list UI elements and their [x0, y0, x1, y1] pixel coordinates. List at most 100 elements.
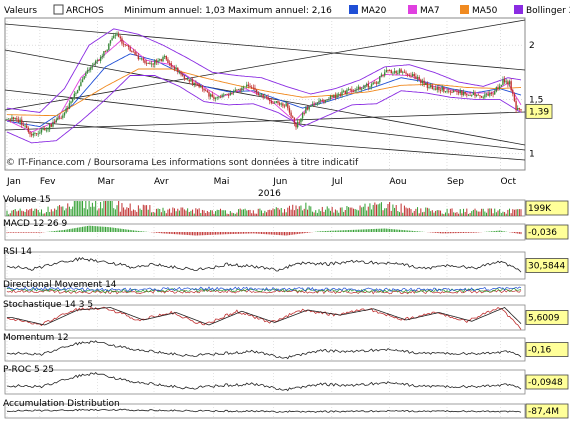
volume-bar [87, 209, 88, 216]
candle-body [438, 87, 439, 90]
panel-value-label-rsi: 30,5844 [528, 262, 565, 272]
macd-bar [337, 231, 338, 232]
candle-body [371, 84, 372, 86]
volume-bar [478, 212, 479, 216]
volume-bar [269, 210, 270, 216]
volume-bar [233, 213, 234, 216]
candle-body [307, 107, 308, 109]
macd-bar [130, 230, 131, 232]
volume-bar [77, 201, 78, 216]
volume-bar [123, 207, 124, 216]
macd-bar [51, 231, 52, 232]
volume-bar [386, 208, 387, 216]
candle-body [387, 70, 388, 71]
volume-bar [72, 207, 73, 216]
candle-body [432, 86, 433, 89]
volume-bar [263, 213, 264, 216]
macd-bar [353, 230, 354, 232]
x-tick-label: Fev [40, 177, 56, 187]
macd-bar [251, 232, 252, 233]
volume-bar [190, 211, 191, 216]
volume-bar [494, 209, 495, 216]
candle-body [248, 85, 249, 86]
volume-bar [23, 211, 24, 216]
macd-bar [82, 227, 83, 232]
volume-bar [392, 205, 393, 216]
candle-body [23, 125, 24, 126]
candle-body [75, 93, 76, 94]
candle-body [348, 89, 349, 90]
legend-swatch-ma50 [460, 5, 469, 14]
volume-bar [130, 203, 131, 216]
macd-bar [20, 232, 21, 233]
candle-body [166, 56, 167, 59]
macd-bar [108, 227, 109, 232]
candle-body [364, 85, 365, 87]
last-price-label: 1,39 [529, 107, 549, 117]
volume-bar [38, 210, 39, 216]
candle-body [87, 70, 88, 73]
volume-bar [314, 212, 315, 216]
candle-body [310, 106, 311, 107]
macd-bar [335, 231, 336, 232]
volume-bar [100, 202, 101, 216]
volume-bar [212, 210, 213, 216]
candle-body [11, 117, 12, 119]
volume-bar [342, 207, 343, 216]
candle-body [267, 97, 268, 100]
volume-bar [74, 201, 75, 216]
macd-bar [519, 232, 520, 234]
volume-bar [204, 210, 205, 216]
macd-bar [141, 231, 142, 232]
volume-bar [291, 210, 292, 216]
candle-body [363, 88, 364, 89]
macd-bar [276, 232, 277, 235]
candle-body [512, 90, 513, 94]
macd-bar [136, 231, 137, 232]
macd-bar [300, 232, 301, 234]
volume-bar [90, 207, 91, 216]
candle-body [433, 89, 434, 90]
macd-bar [29, 232, 30, 233]
macd-bar [233, 232, 234, 234]
volume-bar [248, 210, 249, 216]
macd-bar [417, 231, 418, 232]
macd-bar [71, 229, 72, 232]
candle-body [414, 74, 415, 76]
volume-bar [194, 214, 195, 216]
candle-body [315, 104, 316, 105]
volume-bar [356, 210, 357, 216]
macd-bar [404, 230, 405, 232]
macd-bar [164, 232, 165, 234]
candle-body [179, 72, 180, 73]
volume-bar [491, 209, 492, 216]
macd-bar [28, 232, 29, 233]
candle-body [128, 46, 129, 47]
macd-bar [94, 226, 95, 232]
candle-body [180, 72, 181, 75]
volume-bar [15, 209, 16, 216]
volume-bar [335, 209, 336, 216]
volume-bar [328, 208, 329, 216]
candle-body [514, 94, 515, 101]
macd-bar [126, 230, 127, 232]
macd-bar [268, 232, 269, 234]
candle-body [418, 77, 419, 79]
volume-bar [369, 203, 370, 216]
macd-bar [460, 232, 461, 233]
macd-bar [128, 230, 129, 232]
candle-body [115, 35, 116, 36]
volume-bar [453, 212, 454, 216]
candle-body [430, 86, 431, 87]
candle-body [19, 120, 20, 123]
volume-bar [412, 213, 413, 216]
candle-body [144, 60, 145, 63]
macd-bar [391, 229, 392, 232]
macd-bar [84, 227, 85, 232]
macd-bar [34, 232, 35, 233]
volume-bar [258, 209, 259, 216]
macd-bar [156, 232, 157, 233]
macd-bar [158, 232, 159, 233]
macd-bar [208, 232, 209, 235]
volume-bar [309, 206, 310, 216]
